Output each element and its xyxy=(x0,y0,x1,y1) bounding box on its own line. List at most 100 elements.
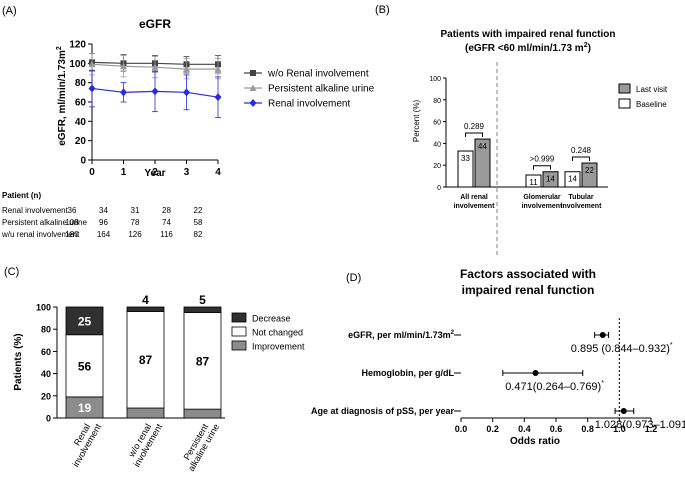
panel-d-point xyxy=(599,332,606,338)
panel-b-pvalue: 0.289 xyxy=(464,122,485,131)
panel-d-forest-plot: (D) Factors associated with impaired ren… xyxy=(311,267,685,447)
panel-a-table-cell: 180 xyxy=(65,230,79,239)
panel-a-table-cell: 78 xyxy=(131,218,140,227)
panel-d-value-text: 1.028(0.973–1.091) xyxy=(595,419,685,431)
panel-c-bar-label: 56 xyxy=(78,359,92,373)
panel-a-series xyxy=(88,69,222,118)
panel-d-point xyxy=(532,370,539,376)
panel-b-y-tick-label: 0 xyxy=(437,185,441,192)
panel-a-y-tick-label: 120 xyxy=(69,40,86,51)
panel-d-x-tick-label: 0.2 xyxy=(486,424,499,434)
panel-c-label: (C) xyxy=(4,266,19,278)
panel-d-row-label-text: eGFR, per ml/min/1.73m xyxy=(348,330,451,340)
panel-a-table-cell: 96 xyxy=(99,218,108,227)
panel-d-label: (D) xyxy=(346,272,361,284)
panel-b-bar-label: 33 xyxy=(461,154,470,163)
panel-b-bar-label: 22 xyxy=(585,166,594,175)
panel-c-bar-label: 19 xyxy=(78,401,92,415)
panel-c-bar-segment xyxy=(126,306,165,312)
panel-b-impaired-function-bars: (B) Patients with impaired renal functio… xyxy=(375,4,668,256)
panel-d-point xyxy=(620,408,627,414)
panel-a-legend: w/o Renal involvement Persistent alkaline… xyxy=(244,69,375,110)
panel-a-y-tick-label: 40 xyxy=(75,117,87,128)
panel-a-table-cell: 82 xyxy=(194,230,203,239)
panel-d-xlabel: Odds ratio xyxy=(510,436,560,447)
panel-c-bar-label: 87 xyxy=(196,354,210,368)
panel-d-row-label: Age at diagnosis of pSS, per year xyxy=(311,406,455,416)
panel-c-y-tick-label: 40 xyxy=(41,369,51,379)
panel-c-bar-segment xyxy=(65,306,104,336)
panel-a-table-row-label: Persistent alkaline urine xyxy=(2,218,87,227)
panel-c-bar-label: 87 xyxy=(139,353,153,367)
panel-a-table-cell: 22 xyxy=(194,206,203,215)
panel-a-data-point xyxy=(151,87,159,96)
panel-a-data-point xyxy=(120,88,127,97)
panel-b-bar xyxy=(564,171,581,188)
panel-b-bar xyxy=(525,174,542,188)
panel-c-y-tick-label: 100 xyxy=(36,303,51,313)
panel-b-pvalue: 0.248 xyxy=(571,146,592,155)
panel-d-row-label: eGFR, per ml/min/1.73m2 xyxy=(348,330,455,340)
panel-a-series xyxy=(88,53,222,80)
panel-b-y-tick-label: 60 xyxy=(433,120,441,127)
panel-a-table-cell: 31 xyxy=(131,206,140,215)
panel-b-bar-label: 11 xyxy=(529,178,538,187)
panel-a-table-row-label: w/u renal involvement xyxy=(1,230,80,239)
panel-d-significance-star: * xyxy=(670,342,673,349)
panel-a-xlabel: Year xyxy=(144,168,165,179)
panel-c-y-tick-label: 20 xyxy=(41,391,51,401)
panel-d-x-tick-label: 0.4 xyxy=(518,424,531,434)
panel-b-bar xyxy=(581,162,598,188)
panel-b-title-line1: Patients with impaired renal function xyxy=(440,29,615,40)
panel-a-legend-marker xyxy=(249,84,257,91)
panel-c-legend-swatch xyxy=(231,340,247,351)
panel-b-category-label: Tubular xyxy=(568,194,593,201)
panel-c-legend-label: Not changed xyxy=(252,328,303,338)
panel-c-legend: Decrease Not changed Improvement xyxy=(231,312,305,352)
panel-b-label: (B) xyxy=(375,4,390,16)
panel-b-legend-swatch xyxy=(618,98,631,109)
panel-a-data-point xyxy=(88,84,96,93)
panel-a-x-tick-label: 2 xyxy=(152,167,158,178)
panel-c-bar-label: 4 xyxy=(142,293,149,307)
panel-a-data-point xyxy=(214,65,222,73)
panel-c-bar-segment xyxy=(126,311,165,409)
panel-d-value-label: 1.028(0.973–1.091) xyxy=(595,419,685,431)
panel-b-pvalue: >0.999 xyxy=(530,155,555,164)
panel-c-stacked-bars: (C) Patients (%) 020406080100195625Renal… xyxy=(4,266,305,473)
panel-d-value-label: 0.471(0.264–0.769)* xyxy=(505,380,604,393)
panel-b-y-tick-label: 80 xyxy=(433,98,441,105)
panel-b-legend: Last visit Baseline xyxy=(618,83,668,109)
panel-d-x-tick-label: 1.2 xyxy=(645,424,658,434)
panel-b-ylabel: Percent (%) xyxy=(412,100,421,143)
panel-a-data-point xyxy=(183,65,190,73)
panel-a-table-cell: 108 xyxy=(65,218,79,227)
panel-b-category-label: Glomerular xyxy=(523,194,561,201)
panel-c-y-tick-label: 80 xyxy=(41,325,51,335)
panel-a-x-tick-label: 1 xyxy=(121,167,127,178)
panel-b-legend-label: Last visit xyxy=(636,85,668,94)
panel-a-legend-label: Renal involvement xyxy=(268,99,350,110)
panel-d-value-label: 0.895 (0.844–0.932)* xyxy=(571,342,673,355)
panel-a-data-point xyxy=(120,62,127,70)
panel-b-category-label: involvement xyxy=(522,203,564,210)
panel-a-x-tick-label: 4 xyxy=(215,167,221,178)
panel-a-marks: 0 20 40 60 80 100 120 0 1 2 3 4 xyxy=(69,40,222,178)
panel-d-x-tick-label: 1.0 xyxy=(613,424,626,434)
panel-b-bar xyxy=(474,138,491,188)
panel-a-table-cell: 164 xyxy=(97,230,111,239)
panel-c-bar-label: 25 xyxy=(78,314,92,328)
panel-b-title-sup: 2 xyxy=(584,42,588,49)
panel-d-row-label-text: Age at diagnosis of pSS, per year xyxy=(311,406,455,416)
panel-a-table-cell: 74 xyxy=(162,218,171,227)
panel-a-table-cell: 116 xyxy=(160,230,173,239)
panel-b-title-line2: (eGFR <60 ml/min/1.73 m2) xyxy=(465,42,591,54)
panel-a-table-cell: 58 xyxy=(194,218,203,227)
panel-a-egfr-line-chart: (A) eGFR eGFR, ml/min/1.73m2 Year 020406… xyxy=(1,5,375,239)
panel-d-x-tick-label: 0.0 xyxy=(455,424,468,434)
panel-b-legend-label: Baseline xyxy=(636,100,667,109)
panel-d-significance-star: * xyxy=(601,380,604,387)
panel-d-row-label-text: Hemoglobin, per g/dL xyxy=(362,368,455,378)
panel-a-table-cell: 36 xyxy=(68,206,77,215)
panel-c-bar-label: 5 xyxy=(199,293,206,307)
